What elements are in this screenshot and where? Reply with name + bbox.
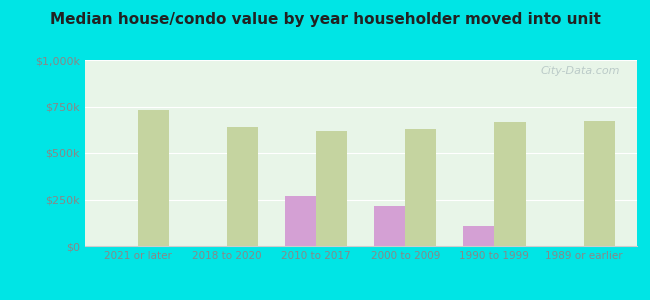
Bar [374, 206, 406, 246]
Text: City-Data.com: City-Data.com [541, 66, 620, 76]
Bar [227, 127, 258, 246]
Bar [495, 122, 526, 246]
Bar [138, 110, 169, 246]
Bar [406, 129, 437, 246]
Bar [316, 131, 347, 246]
Bar [463, 226, 495, 246]
Bar [285, 196, 316, 246]
Bar [584, 122, 615, 246]
Text: Median house/condo value by year householder moved into unit: Median house/condo value by year househo… [49, 12, 601, 27]
